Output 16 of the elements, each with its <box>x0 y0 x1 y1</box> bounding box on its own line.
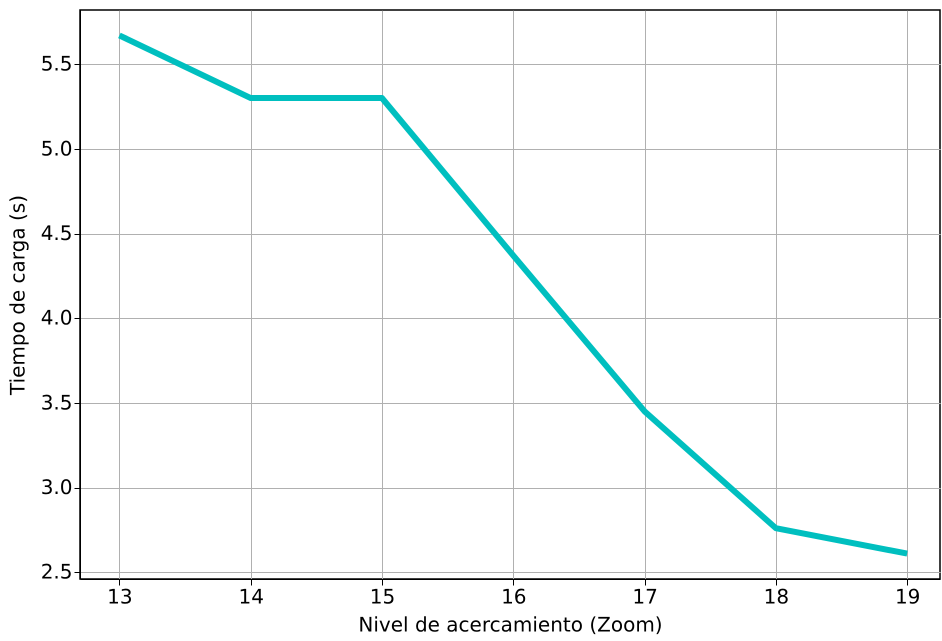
y-tick-label: 2.5 <box>40 560 72 584</box>
y-tick-label: 3.0 <box>40 475 72 500</box>
y-tick-label: 3.5 <box>40 390 72 414</box>
y-tick-label: 4.0 <box>40 306 72 330</box>
y-tick-label: 5.5 <box>40 52 72 76</box>
y-tick-label: 4.5 <box>40 221 72 246</box>
x-tick-label: 16 <box>501 584 527 608</box>
y-axis-title: Tiempo de carga (s) <box>6 194 30 396</box>
x-tick-label: 18 <box>764 584 790 608</box>
x-tick-label: 15 <box>370 584 396 608</box>
x-tick-label: 13 <box>107 584 133 608</box>
x-tick-label: 14 <box>238 584 264 608</box>
x-tick-label: 17 <box>632 584 658 608</box>
x-tick-label: 19 <box>894 584 920 608</box>
y-tick-label: 5.0 <box>40 136 72 160</box>
x-axis-title: Nivel de acercamiento (Zoom) <box>358 612 663 636</box>
